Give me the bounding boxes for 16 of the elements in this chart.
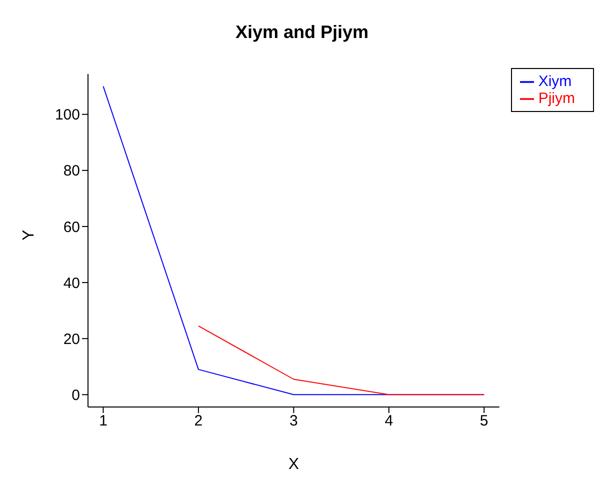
- legend-label: Pjiym: [538, 90, 575, 107]
- y-tick-label: 100: [54, 106, 80, 124]
- y-tick-label: 0: [72, 386, 80, 404]
- y-tick-label: 80: [63, 162, 80, 180]
- x-tick-label: 2: [194, 412, 203, 430]
- x-tick-label: 5: [480, 412, 488, 430]
- y-axis-title: Y: [20, 230, 38, 240]
- y-tick-label: 40: [63, 274, 80, 292]
- y-tick-label: 60: [63, 218, 80, 236]
- x-tick-label: 4: [384, 412, 394, 430]
- x-tick-label: 1: [99, 412, 108, 430]
- y-tick-label: 20: [63, 330, 80, 348]
- x-axis-title: X: [288, 456, 300, 473]
- chart-title: Xiym and Pjiym: [234, 21, 370, 44]
- legend-label: Xiym: [538, 73, 572, 90]
- x-tick-label: 3: [289, 412, 298, 430]
